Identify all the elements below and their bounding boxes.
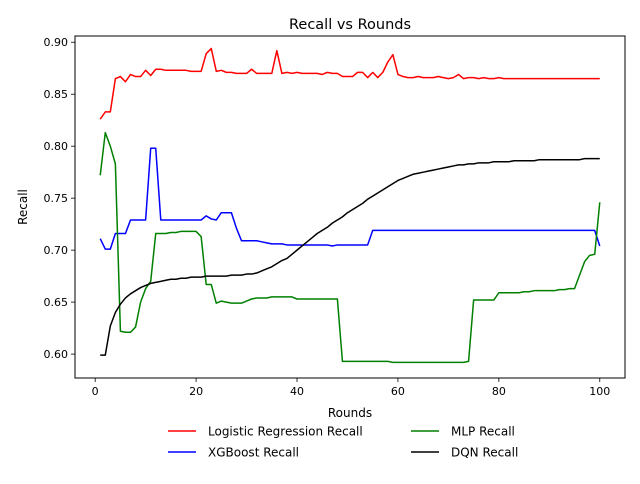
y-axis-label: Recall xyxy=(16,189,30,225)
chart-title: Recall vs Rounds xyxy=(289,17,411,33)
x-tick-label-0: 0 xyxy=(92,385,99,398)
legend-label-1: XGBoost Recall xyxy=(208,446,299,460)
y-tick-label-2: 0.70 xyxy=(44,244,69,257)
legend: Logistic Regression Recall XGBoost Recall… xyxy=(168,425,518,460)
y-tick-label-3: 0.75 xyxy=(44,192,69,205)
y-tick-label-5: 0.85 xyxy=(44,88,69,101)
x-tick-label-1: 20 xyxy=(189,385,203,398)
series-line-0 xyxy=(99,47,600,120)
x-tick-label-4: 80 xyxy=(492,385,506,398)
x-axis-label: Rounds xyxy=(328,406,372,420)
x-tick-label-5: 100 xyxy=(589,385,610,398)
series-line-2 xyxy=(99,131,601,364)
plot-frame xyxy=(74,35,626,379)
y-tick-label-6: 0.90 xyxy=(44,36,69,49)
x-tick-label-2: 40 xyxy=(290,385,304,398)
y-tick-label-1: 0.65 xyxy=(44,296,69,309)
plot-area xyxy=(99,47,601,364)
y-tick-label-0: 0.60 xyxy=(44,348,69,361)
y-axis: 0.60 0.65 0.70 0.75 0.80 0.85 0.90 xyxy=(44,36,75,361)
legend-label-2: MLP Recall xyxy=(451,425,515,439)
series-line-1 xyxy=(99,147,601,250)
x-tick-label-3: 60 xyxy=(391,385,405,398)
legend-label-0: Logistic Regression Recall xyxy=(208,425,363,439)
series-line-3 xyxy=(100,157,600,356)
legend-label-3: DQN Recall xyxy=(451,446,518,460)
y-tick-label-4: 0.80 xyxy=(44,140,69,153)
x-axis: 0 20 40 60 80 100 xyxy=(92,378,610,398)
